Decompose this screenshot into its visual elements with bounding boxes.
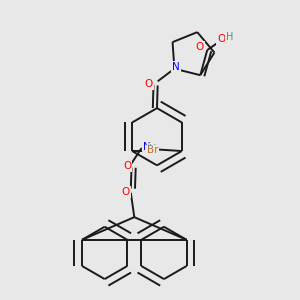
Text: O: O bbox=[196, 42, 204, 52]
Text: N: N bbox=[172, 62, 180, 72]
Text: O: O bbox=[217, 34, 225, 44]
Text: O: O bbox=[145, 79, 153, 89]
Text: N: N bbox=[142, 142, 150, 152]
Text: O: O bbox=[123, 161, 131, 171]
Text: H: H bbox=[149, 144, 157, 154]
Text: O: O bbox=[122, 187, 130, 197]
Text: H: H bbox=[226, 32, 233, 42]
Text: N: N bbox=[172, 63, 179, 73]
Text: Br: Br bbox=[147, 145, 158, 155]
